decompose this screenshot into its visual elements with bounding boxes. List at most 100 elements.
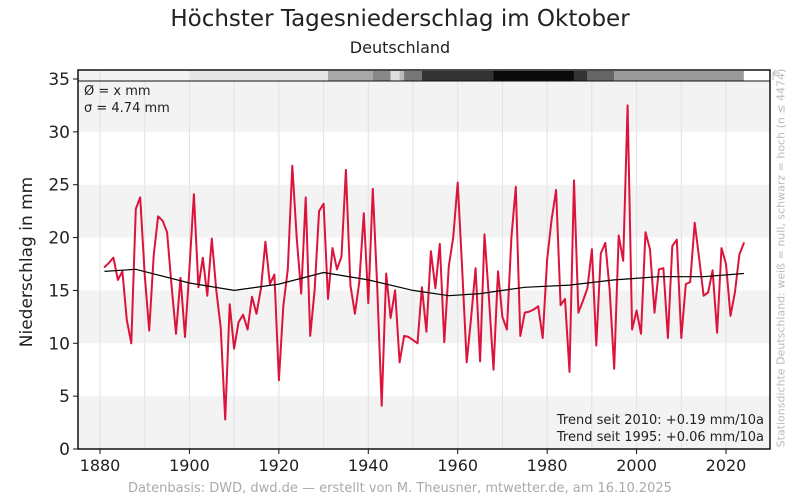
grid-band (78, 396, 770, 449)
data-point (653, 311, 656, 314)
data-point (322, 202, 325, 205)
data-point (546, 258, 548, 261)
data-point (134, 208, 137, 210)
data-point (622, 260, 624, 262)
data-point (219, 326, 222, 329)
data-point (184, 336, 186, 338)
station-density-segment (189, 71, 329, 81)
data-point (447, 265, 450, 267)
data-point (631, 328, 633, 331)
data-point (439, 243, 441, 245)
data-point (237, 321, 240, 323)
data-point (600, 252, 602, 255)
data-point (461, 268, 463, 271)
data-point (470, 317, 472, 319)
data-point (242, 313, 244, 316)
data-point (591, 248, 593, 250)
data-point (251, 295, 253, 298)
data-point (649, 248, 651, 250)
data-point (573, 179, 575, 182)
data-point (564, 298, 566, 300)
data-point (738, 253, 741, 256)
data-point (488, 298, 490, 300)
data-point (559, 304, 562, 307)
smoothed-trend-line (104, 268, 744, 297)
y-axis-label: Niederschlag in mm (17, 177, 37, 347)
station-density-segment (421, 71, 494, 81)
x-tick-label: 1920 (258, 456, 299, 475)
data-point (421, 286, 423, 289)
station-density-segment (104, 71, 190, 81)
data-point (479, 360, 481, 363)
data-point (264, 241, 267, 243)
data-point (166, 231, 168, 234)
data-point (260, 287, 262, 290)
data-point (318, 210, 320, 212)
data-point (671, 245, 674, 247)
x-tick-label: 1960 (437, 456, 478, 475)
data-point (385, 272, 387, 275)
data-point (358, 281, 361, 283)
data-point (492, 368, 495, 371)
data-point (582, 300, 584, 302)
x-tick-label: 2000 (616, 456, 657, 475)
data-point (434, 287, 437, 290)
data-point (313, 289, 316, 292)
data-point (206, 294, 209, 297)
data-point (103, 266, 106, 268)
data-point (613, 367, 616, 370)
data-point (367, 302, 370, 304)
data-point (331, 247, 334, 249)
data-point (376, 285, 379, 288)
data-point (269, 283, 271, 285)
data-point (394, 289, 396, 292)
data-point (345, 169, 347, 171)
x-tick-label: 1880 (80, 456, 121, 475)
data-point (506, 328, 508, 331)
station-density-segment (399, 71, 405, 81)
data-point (246, 328, 249, 331)
station-density-segment (614, 71, 744, 81)
data-point (117, 279, 119, 281)
data-point (729, 315, 732, 317)
data-point (497, 270, 499, 273)
data-point (407, 336, 410, 338)
trend-2010-label: Trend seit 2010: +0.19 mm/10a (556, 413, 764, 428)
data-point (707, 291, 709, 294)
data-point (537, 305, 539, 308)
data-point (380, 404, 383, 407)
y-tick-label: 30 (48, 123, 70, 143)
data-point (541, 337, 544, 339)
data-point (568, 371, 571, 373)
data-point (278, 379, 280, 382)
data-point (157, 215, 159, 218)
data-point (676, 238, 678, 241)
station-density-segment (493, 71, 574, 81)
data-point (734, 291, 736, 294)
data-point (300, 292, 303, 295)
station-density-segment (587, 71, 615, 81)
data-point (108, 262, 110, 264)
data-point (398, 361, 401, 364)
grid-band (78, 184, 770, 238)
data-point (130, 342, 133, 345)
data-point (371, 188, 374, 190)
data-point (412, 339, 414, 341)
data-point (689, 281, 692, 283)
data-point (282, 305, 285, 308)
data-point (152, 254, 155, 257)
y-tick-label: 35 (48, 70, 70, 90)
data-point (555, 189, 557, 191)
data-point (430, 250, 432, 253)
data-point (693, 221, 696, 224)
data-point (662, 267, 665, 270)
data-point (617, 234, 620, 237)
chart-title: Höchster Tagesniederschlag im Oktober (170, 6, 630, 32)
data-point (215, 289, 218, 292)
data-point (510, 236, 513, 239)
data-point (519, 335, 522, 337)
data-point (604, 242, 607, 244)
data-point (112, 256, 115, 259)
